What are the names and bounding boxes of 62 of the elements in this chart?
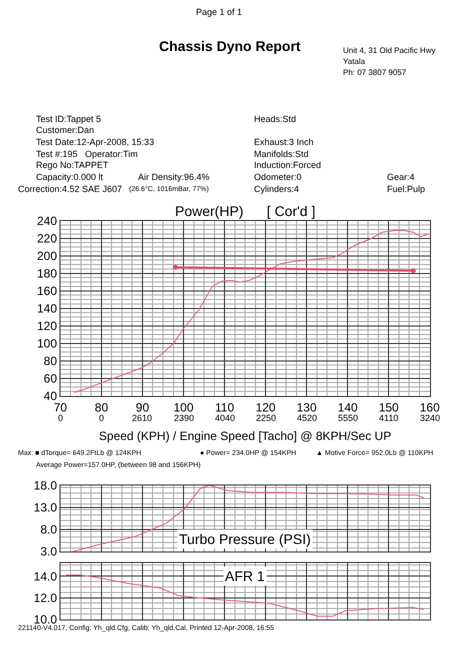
- y-tick-label: 200: [36, 249, 58, 264]
- x-tick-label: 140: [338, 400, 358, 414]
- y-tick-label: 120: [36, 319, 58, 334]
- y-tick-label: 160: [36, 284, 58, 298]
- text: Customer:Dan: [36, 125, 94, 135]
- text: Unit 4, 31 Old Pacific Hwy: [343, 46, 436, 55]
- y-tick-label: 240: [36, 214, 58, 228]
- chart-title: Power(HP) [ Cor'd ]: [175, 203, 316, 219]
- x-tick-label: 120: [256, 400, 276, 414]
- text: Odometer:0: [254, 172, 302, 182]
- text: Test ID:Tappet 5: [36, 114, 102, 124]
- text: Page 1 of 1: [196, 7, 242, 17]
- x-tick-label: 150: [378, 400, 400, 414]
- x-tick-label: 90: [136, 400, 150, 414]
- line-series: [73, 485, 424, 552]
- y-tick-label: 3.0: [40, 544, 58, 559]
- text: Fuel:Pulp: [387, 184, 426, 194]
- text: Gear:4: [387, 172, 415, 182]
- y-tick-label: 60: [44, 372, 58, 386]
- text: 2610: [132, 413, 152, 423]
- text: 4040: [215, 413, 236, 423]
- text: Manifolds:Std: [254, 149, 309, 159]
- text: Chassis Dyno Report: [159, 38, 301, 54]
- text: 5550: [338, 413, 358, 423]
- text: Correction:4.52 SAE J607: [18, 184, 122, 194]
- text: Ph: 07 3807 9057: [343, 68, 407, 77]
- y-tick-label: 80: [44, 354, 58, 368]
- text: 2250: [256, 413, 276, 423]
- text: Induction:Forced: [254, 160, 322, 170]
- x-axis-title: Speed (KPH) / Engine Speed [Tacho] @ 8KPH/Sec UP: [98, 429, 392, 444]
- x-tick-label: 110: [214, 400, 234, 414]
- text: Capacity:0.000 lt: [36, 172, 104, 182]
- text: Test #:195 Operator:Tim: [36, 149, 138, 159]
- y-tick-label: 12.0: [34, 590, 58, 605]
- text: Test Date:12-Apr-2008, 15:33: [36, 137, 154, 147]
- text: Rego No:TAPPET: [36, 160, 109, 170]
- y-tick-label: 8.0: [40, 522, 58, 537]
- chart-title: AFR 1: [225, 568, 265, 584]
- y-tick-label: 100: [36, 336, 58, 351]
- text: Air Density:96.4%: [138, 172, 210, 182]
- line-series: [74, 230, 430, 393]
- x-tick-label: 80: [94, 400, 108, 414]
- text: 4110: [379, 413, 398, 423]
- text: 2390: [174, 413, 194, 423]
- text: Yatala: [343, 57, 366, 66]
- text: 4520: [297, 413, 318, 423]
- x-tick-label: 100: [174, 400, 194, 414]
- text: Turbo Pressure (PSI): [179, 531, 311, 547]
- y-tick-label: 220: [36, 232, 58, 246]
- x-tick-label: 130: [296, 400, 317, 414]
- y-tick-label: 14.0: [34, 569, 58, 584]
- text: Heads:Std: [254, 114, 296, 124]
- text: Cylinders:4: [254, 184, 300, 194]
- y-tick-label: 140: [36, 302, 58, 316]
- text: 3240: [420, 413, 440, 423]
- y-tick-label: 180: [36, 266, 58, 281]
- y-tick-label: 13.0: [34, 500, 58, 515]
- text: 0: [99, 413, 104, 423]
- y-tick-label: 18.0: [34, 478, 58, 492]
- text: 0: [58, 413, 64, 423]
- text: Exhaust:3 Inch: [254, 137, 314, 147]
- x-tick-label: 160: [420, 400, 440, 414]
